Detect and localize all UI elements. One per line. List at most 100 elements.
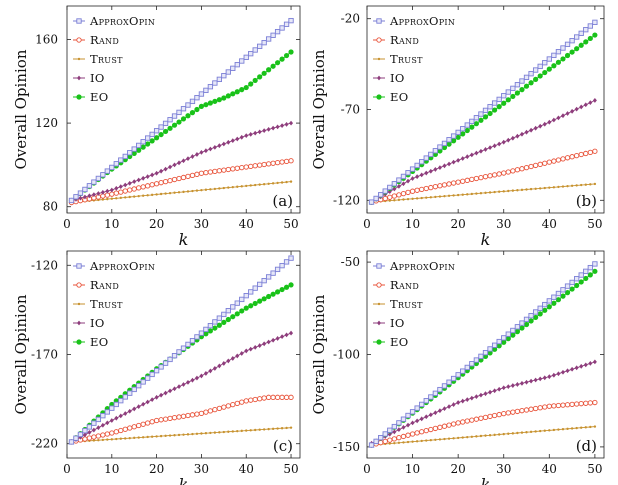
data-point xyxy=(382,438,388,445)
data-point xyxy=(464,127,470,134)
data-point xyxy=(501,170,507,176)
data-point xyxy=(501,93,507,99)
data-point xyxy=(127,180,132,186)
data-point xyxy=(257,74,263,80)
data-point xyxy=(505,89,511,95)
data-point xyxy=(91,427,96,433)
data-point xyxy=(478,353,484,359)
data-point xyxy=(401,181,406,187)
data-point xyxy=(469,152,474,158)
y-tick-label: -70 xyxy=(341,103,360,117)
data-point xyxy=(532,405,539,412)
data-point xyxy=(387,427,393,433)
data-point xyxy=(249,429,252,432)
data-point xyxy=(194,106,200,113)
legend-label: Trust xyxy=(90,52,123,66)
data-point xyxy=(473,357,480,363)
data-point xyxy=(560,56,566,62)
data-point xyxy=(280,334,285,340)
legend-item-eo xyxy=(373,94,385,100)
data-point xyxy=(109,418,114,423)
series-approxopin xyxy=(68,17,294,204)
data-point xyxy=(488,191,492,194)
data-point xyxy=(158,364,164,370)
data-point xyxy=(487,110,493,117)
data-point xyxy=(479,192,483,195)
data-point xyxy=(119,437,122,440)
data-point xyxy=(587,400,593,406)
data-point xyxy=(274,266,281,273)
data-point xyxy=(128,436,131,440)
data-point xyxy=(406,197,410,201)
x-tick-label: 40 xyxy=(239,217,254,231)
data-point xyxy=(542,121,547,127)
y-tick-label: -20 xyxy=(341,12,360,26)
data-point xyxy=(122,153,128,160)
data-point xyxy=(271,182,275,185)
data-point xyxy=(257,298,263,304)
data-point xyxy=(501,335,507,341)
data-point xyxy=(288,17,294,24)
data-point xyxy=(415,440,419,443)
data-point xyxy=(243,84,249,91)
data-point xyxy=(186,190,190,193)
data-point xyxy=(402,198,405,201)
data-point xyxy=(584,183,587,186)
data-point xyxy=(253,130,258,136)
data-point xyxy=(542,160,548,166)
data-point xyxy=(428,151,434,158)
data-point xyxy=(145,141,151,147)
data-point xyxy=(450,421,457,427)
data-point xyxy=(279,262,285,269)
data-point xyxy=(510,383,515,388)
data-point xyxy=(194,152,199,157)
data-point xyxy=(580,426,583,429)
data-point xyxy=(271,427,275,431)
legend-swatch-marker xyxy=(377,57,381,61)
data-point xyxy=(171,122,178,128)
data-point xyxy=(587,35,593,42)
data-point xyxy=(177,160,182,166)
data-point xyxy=(218,431,221,434)
data-point xyxy=(154,135,160,141)
data-point xyxy=(592,98,597,103)
x-tick-label: 0 xyxy=(63,217,71,231)
data-point xyxy=(432,184,439,190)
data-point xyxy=(570,184,574,188)
data-point xyxy=(104,431,110,437)
data-point xyxy=(262,182,266,186)
data-point xyxy=(414,430,420,436)
data-point xyxy=(551,300,557,306)
data-point xyxy=(225,308,231,314)
data-point xyxy=(243,164,249,170)
data-point xyxy=(560,45,566,51)
data-point xyxy=(506,137,511,143)
y-axis-label: Overall Opinion xyxy=(310,49,328,169)
data-point xyxy=(542,69,548,76)
legend-swatch-marker xyxy=(377,302,381,306)
data-point xyxy=(230,401,236,408)
data-point xyxy=(382,431,388,437)
data-point xyxy=(274,159,281,166)
data-point xyxy=(140,184,146,190)
data-point xyxy=(569,154,575,160)
data-point xyxy=(491,342,498,348)
data-point xyxy=(446,137,452,143)
data-point xyxy=(207,84,214,90)
data-point xyxy=(100,432,106,438)
data-point xyxy=(280,427,284,430)
x-axis-label: k xyxy=(481,475,491,485)
data-point xyxy=(155,435,158,438)
data-point xyxy=(127,390,133,396)
data-point xyxy=(583,275,589,282)
data-point xyxy=(283,394,290,400)
data-point xyxy=(257,281,263,288)
data-point xyxy=(149,131,155,138)
legend-swatch-marker xyxy=(77,302,81,306)
data-point xyxy=(519,166,525,172)
data-point xyxy=(253,183,257,187)
data-point xyxy=(574,106,579,112)
data-point xyxy=(474,394,479,400)
data-point xyxy=(533,314,539,321)
